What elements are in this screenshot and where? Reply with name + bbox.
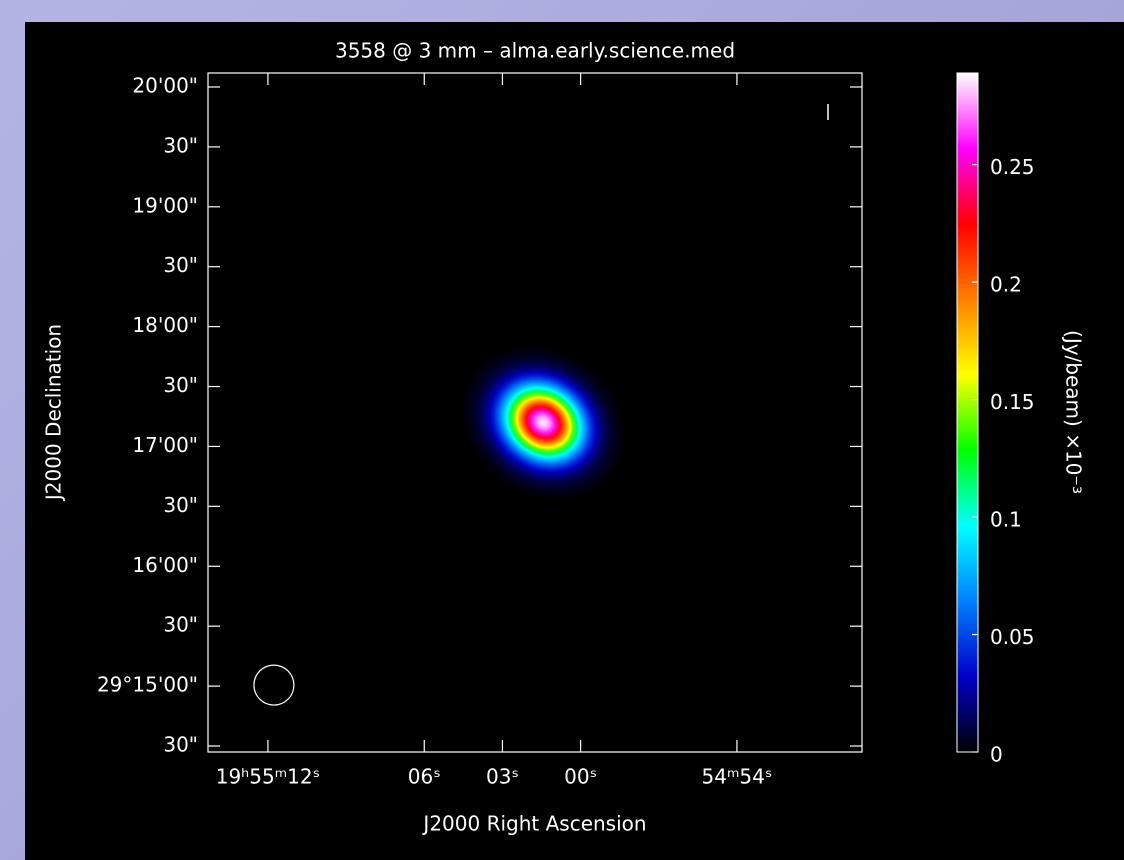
x-tick-label: 03ˢ — [486, 765, 519, 789]
viewer: 3558 @ 3 mm – alma.early.science.med J20… — [0, 0, 1124, 860]
y-tick-label: 30" — [163, 733, 198, 757]
page: 3558 @ 3 mm – alma.early.science.med J20… — [0, 0, 1124, 860]
colorbar-tick-label: 0.05 — [990, 625, 1035, 649]
colorbar-tick-label: 0 — [990, 743, 1003, 767]
y-tick-label: 30" — [163, 253, 198, 277]
y-tick-label: 18'00" — [132, 313, 198, 337]
y-tick-label: 30" — [163, 133, 198, 157]
colorbar-tick-label: 0.2 — [990, 273, 1022, 297]
y-axis-title: J2000 Declination — [42, 324, 66, 502]
y-tick-label: 16'00" — [132, 553, 198, 577]
x-tick-label: 54ᵐ54ˢ — [702, 765, 773, 789]
y-tick-label: 20'00" — [132, 73, 198, 97]
colorbar-tick-label: 0.1 — [990, 508, 1022, 532]
y-tick-label: 17'00" — [132, 433, 198, 457]
y-tick-label: 30" — [163, 493, 198, 517]
x-tick-label: 00ˢ — [564, 765, 597, 789]
y-tick-label: 30" — [163, 373, 198, 397]
colorbar-tick-label: 0.25 — [990, 155, 1035, 179]
x-axis-title: J2000 Right Ascension — [421, 812, 646, 836]
chart-title: 3558 @ 3 mm – alma.early.science.med — [335, 39, 735, 63]
y-tick-label: 19'00" — [132, 193, 198, 217]
colorbar-tick-label: 0.15 — [990, 390, 1035, 414]
x-tick-label: 06ˢ — [408, 765, 441, 789]
colorbar — [957, 73, 978, 752]
colorbar-title: (Jy/beam) ×10⁻³ — [1062, 330, 1086, 494]
x-tick-label: 19ʰ55ᵐ12ˢ — [216, 765, 320, 789]
y-tick-label: 29°15'00" — [97, 673, 198, 697]
y-tick-label: 30" — [163, 613, 198, 637]
